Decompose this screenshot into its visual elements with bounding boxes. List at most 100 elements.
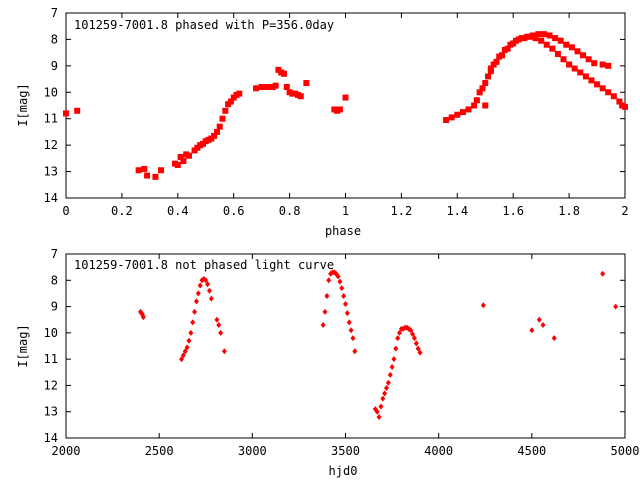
phased-data-point (152, 173, 159, 180)
unphased-data-point (383, 385, 389, 392)
unphased-data-point (140, 314, 146, 321)
unphased-data-point (348, 327, 354, 334)
phased-data-point (485, 73, 492, 80)
unphased-data-point (205, 281, 211, 288)
phased-data-point (303, 80, 310, 87)
unphased-y-tick-label: 13 (44, 405, 58, 419)
phased-y-ticks: 7 8 9 10 11 12 13 14 (44, 6, 625, 205)
phased-data-point (585, 56, 592, 63)
unphased-data-point (350, 335, 356, 342)
unphased-data-point (216, 321, 222, 328)
unphased-x-tick-label: 4500 (517, 444, 546, 458)
phased-data-point (605, 89, 612, 96)
phased-data-point (177, 154, 184, 161)
unphased-plot-frame (65, 253, 626, 439)
unphased-y-tick-label: 11 (44, 352, 58, 366)
phased-data-point (482, 102, 489, 109)
phased-data-point (342, 94, 349, 101)
phased-data-point (532, 35, 539, 42)
phased-data-point (336, 106, 343, 113)
phased-data-point (222, 107, 229, 114)
phased-data-point (574, 48, 581, 55)
phased-plot-frame (65, 12, 626, 199)
phased-data-point (554, 50, 561, 57)
unphased-y-tick-label: 7 (51, 247, 58, 261)
unphased-data-point (322, 308, 328, 315)
phased-data-point (591, 60, 598, 67)
phased-data-point (297, 93, 304, 100)
unphased-y-ticks: 7 8 9 10 11 12 13 14 (44, 247, 625, 445)
unphased-data-point (387, 371, 393, 378)
unphased-data-point (382, 390, 388, 397)
phased-x-tick-label: 1.6 (502, 204, 524, 218)
phased-data-point (443, 117, 450, 124)
phased-data-point (504, 45, 511, 52)
unphased-data-point (335, 273, 341, 280)
phased-x-tick-label: 0.8 (279, 204, 301, 218)
phased-y-axis-label: I[mag] (16, 83, 30, 126)
unphased-y-tick-label: 10 (44, 326, 58, 340)
unphased-data-point (320, 321, 326, 328)
unphased-data-point (408, 327, 414, 334)
unphased-data-point (376, 413, 382, 420)
phased-data-point (272, 82, 279, 89)
unphased-data-point (395, 335, 401, 342)
phased-data-point (174, 161, 181, 168)
phased-data-point (546, 32, 553, 39)
phased-data-point (582, 73, 589, 80)
phased-x-tick-label: 2 (621, 204, 628, 218)
unphased-data-point (206, 287, 212, 294)
unphased-y-tick-label: 9 (51, 300, 58, 314)
unphased-x-tick-label: 3000 (238, 444, 267, 458)
phased-y-tick-label: 10 (44, 85, 58, 99)
phased-data-point (141, 165, 148, 172)
unphased-x-tick-label: 4000 (424, 444, 453, 458)
unphased-chart-title: 101259-7001.8 not phased light curve (74, 258, 334, 272)
unphased-data-point (417, 349, 423, 356)
unphased-data-point (339, 285, 345, 292)
unphased-data-point (195, 290, 201, 297)
unphased-data-point (344, 310, 350, 317)
phased-data-point (465, 106, 472, 113)
phased-data-point (180, 158, 187, 164)
phased-x-axis-label: phase (325, 224, 361, 238)
phased-x-tick-label: 1.4 (446, 204, 468, 218)
phased-data-point (471, 102, 478, 109)
unphased-data-point (343, 300, 348, 307)
unphased-data-point (393, 345, 399, 352)
phased-data-point (459, 109, 466, 116)
unphased-y-tick-label: 14 (44, 431, 58, 445)
phased-data-point (476, 89, 483, 96)
unphased-x-axis-label: hjd0 (329, 464, 358, 478)
phased-data-point (557, 37, 564, 44)
phased-data-point (588, 77, 595, 84)
phased-data-point (622, 103, 628, 110)
phased-data-point (499, 52, 506, 59)
unphased-data-point (385, 379, 391, 386)
unphased-data-point (324, 293, 330, 300)
unphased-data-point (391, 356, 397, 363)
unphased-data-point (415, 345, 421, 352)
phased-data-point (258, 84, 265, 90)
phased-data-point (253, 85, 260, 92)
unphased-x-tick-label: 5000 (611, 444, 640, 458)
unphased-data-point (341, 293, 347, 300)
phased-y-tick-label: 14 (44, 191, 58, 205)
phased-data-point (482, 80, 489, 87)
phased-data-point (281, 70, 288, 77)
phased-x-tick-label: 0.4 (167, 204, 189, 218)
phased-data-point (135, 167, 142, 174)
phased-data-point (213, 128, 220, 135)
unphased-data-point (536, 316, 542, 323)
phased-data-point (487, 65, 494, 72)
phased-data-point (605, 62, 612, 69)
phased-y-tick-label: 7 (51, 6, 58, 20)
phased-x-tick-label: 0.6 (223, 204, 245, 218)
unphased-data-point (203, 277, 209, 284)
unphased-data-point (197, 282, 203, 289)
phased-data-point (448, 114, 455, 121)
unphased-data-point (208, 295, 214, 302)
phased-data-point (571, 65, 578, 72)
phased-x-tick-label: 1.8 (558, 204, 580, 218)
unphased-x-tick-label: 3500 (331, 444, 360, 458)
